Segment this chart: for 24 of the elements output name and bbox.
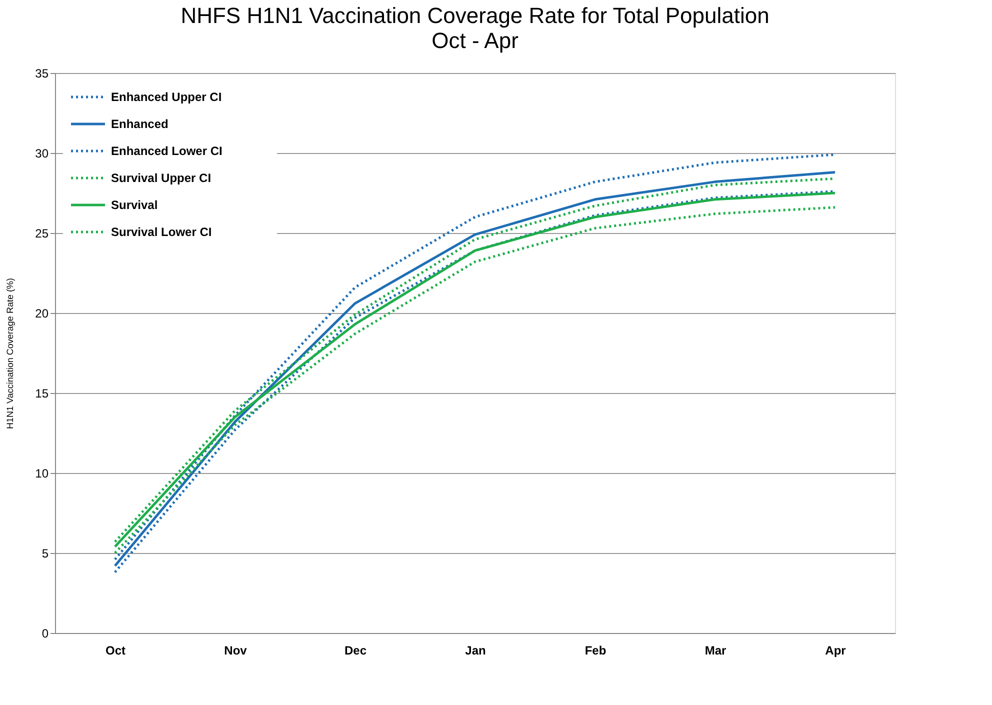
x-tick-label: Oct bbox=[105, 644, 126, 658]
x-tick-label: Jan bbox=[465, 644, 486, 658]
x-tick-label: Dec bbox=[344, 644, 367, 658]
x-tick-label: Apr bbox=[825, 644, 846, 658]
y-tick-label: 10 bbox=[35, 466, 49, 480]
legend-label: Survival Lower CI bbox=[111, 225, 212, 239]
y-tick-label: 15 bbox=[35, 386, 49, 400]
chart-subtitle: Oct - Apr bbox=[432, 28, 518, 53]
y-tick-label: 30 bbox=[35, 146, 49, 160]
y-tick-label: 20 bbox=[35, 306, 49, 320]
legend-label: Enhanced Lower CI bbox=[111, 144, 222, 158]
legend-label: Enhanced bbox=[111, 117, 168, 131]
y-tick-label: 35 bbox=[35, 66, 49, 80]
legend-label: Survival Upper CI bbox=[111, 171, 212, 185]
chart-title: NHFS H1N1 Vaccination Coverage Rate for Total Population bbox=[180, 3, 770, 28]
y-axis-title: H1N1 Vaccination Coverage Rate (%) bbox=[5, 278, 16, 429]
x-tick-label: Feb bbox=[584, 644, 606, 658]
legend-label: Survival bbox=[111, 198, 158, 212]
y-tick-label: 0 bbox=[42, 626, 49, 640]
y-tick-label: 25 bbox=[35, 226, 49, 240]
x-tick-label: Nov bbox=[224, 644, 248, 658]
x-tick-label: Mar bbox=[704, 644, 726, 658]
legend-label: Enhanced Upper CI bbox=[111, 90, 222, 104]
y-tick-label: 5 bbox=[42, 546, 49, 560]
